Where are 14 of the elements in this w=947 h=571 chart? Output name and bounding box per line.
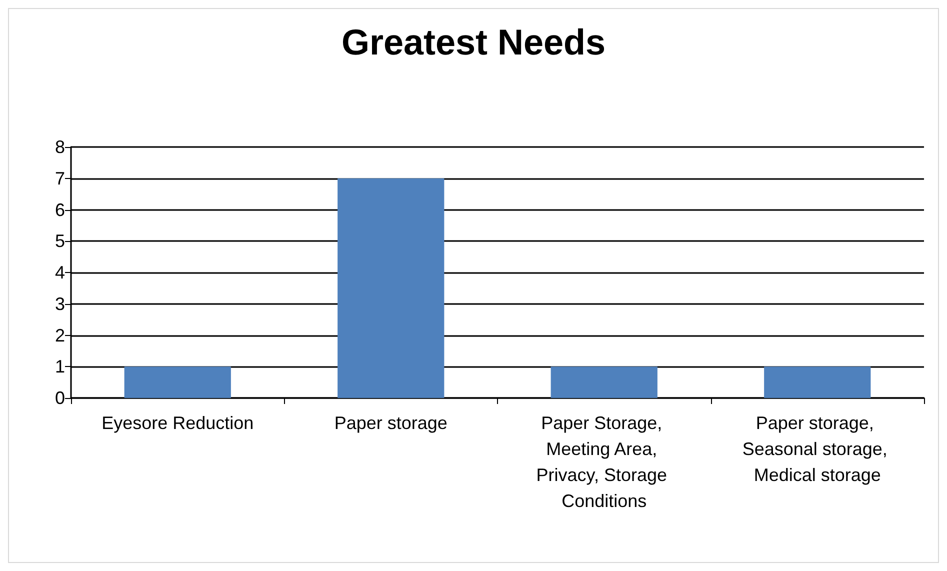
y-tick-label: 4 xyxy=(54,262,65,282)
x-tick-label: Eyesore Reduction xyxy=(102,413,254,433)
x-tick-label: Paper storage, Seasonal storage, Medical storage xyxy=(742,413,892,485)
y-tick-label: 1 xyxy=(54,356,65,377)
y-tick-label: 5 xyxy=(54,231,65,252)
y-tick-label: 8 xyxy=(54,137,65,157)
y-tick-label: 2 xyxy=(54,325,65,346)
y-tick-label: 7 xyxy=(54,168,65,188)
x-tick-label: Paper storage xyxy=(334,413,448,433)
chart-title: Greatest Needs xyxy=(341,22,606,62)
y-tick-label: 0 xyxy=(54,388,65,408)
y-tick-label: 3 xyxy=(54,294,65,314)
y-tick-label: 6 xyxy=(54,200,65,220)
x-tick-label: Paper Storage, Meeting Area, Privacy, Storage Conditions xyxy=(536,413,672,511)
